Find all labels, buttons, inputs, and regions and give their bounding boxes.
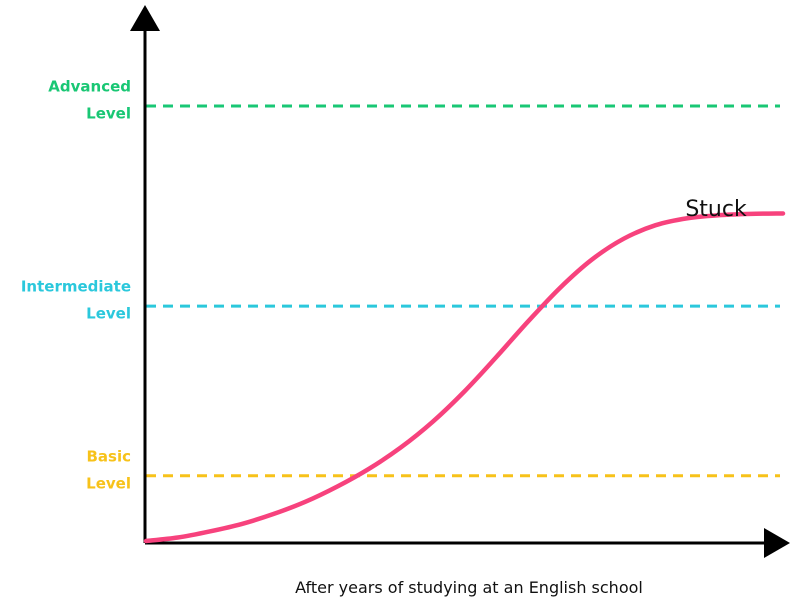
intermediate-level-label: Intermediate Level (21, 278, 131, 323)
axes (130, 5, 790, 558)
advanced-level-label-line: Level (86, 105, 131, 123)
basic-level-label-line: Level (86, 474, 131, 492)
intermediate-level-label-line: Level (86, 305, 131, 323)
basic-level-label: Basic Level (86, 447, 131, 492)
x-axis-arrowhead (764, 528, 790, 558)
level-labels: Advanced Level Intermediate Level Basic Level (21, 78, 131, 493)
advanced-level-label-line: Advanced (48, 78, 131, 96)
level-lines (146, 104, 780, 478)
basic-level-label-line: Basic (86, 447, 131, 465)
advanced-level-label: Advanced Level (48, 78, 131, 123)
series-layer (143, 211, 786, 544)
y-axis-arrowhead (130, 5, 160, 31)
learning-curve-line (143, 211, 786, 544)
stuck-annotation: Stuck (685, 197, 747, 222)
x-axis-label: After years of studying at an English sc… (295, 578, 643, 597)
intermediate-level-label-line: Intermediate (21, 278, 131, 296)
